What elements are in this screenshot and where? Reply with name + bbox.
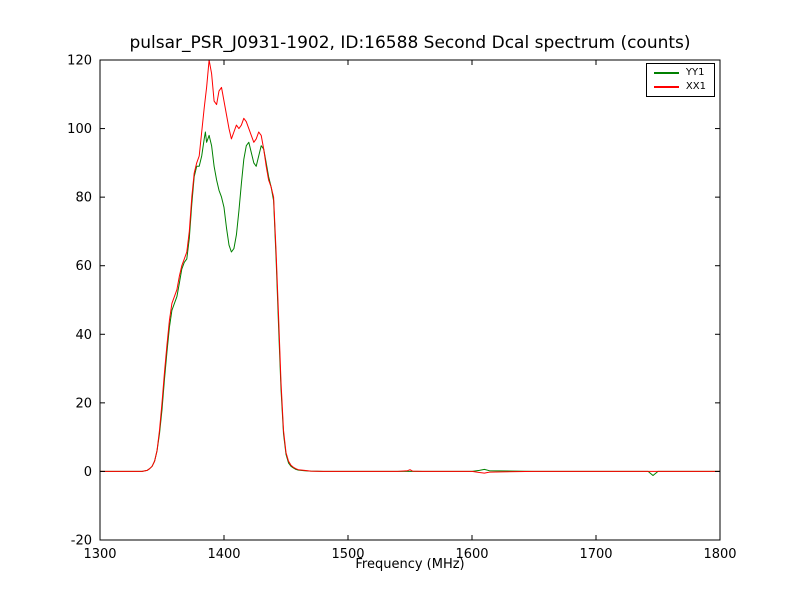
chart-title: pulsar_PSR_J0931-1902, ID:16588 Second D… xyxy=(129,33,691,53)
y-tick-label: 80 xyxy=(75,191,92,206)
legend: YY1 XX1 xyxy=(645,63,715,97)
legend-label-yy1: YY1 xyxy=(685,67,705,78)
y-tick-label: 0 xyxy=(84,465,92,480)
series-line-xx1 xyxy=(100,59,720,474)
axes-frame xyxy=(99,59,721,541)
yy1-line-swatch xyxy=(653,72,679,74)
y-tick-label: 40 xyxy=(75,328,92,343)
y-tick-label: 100 xyxy=(67,122,92,137)
y-tick-label: -20 xyxy=(71,534,92,549)
x-tick-label: 1400 xyxy=(207,547,240,562)
legend-item-yy1: YY1 xyxy=(653,67,706,78)
x-tick-label: 1800 xyxy=(703,547,736,562)
x-tick-label: 1600 xyxy=(455,547,488,562)
y-tick-label: 60 xyxy=(75,259,92,274)
x-tick-label: 1300 xyxy=(83,547,116,562)
x-axis-label: Frequency (MHz) xyxy=(355,557,465,572)
y-tick-label: 20 xyxy=(75,396,92,411)
x-tick-label: 1700 xyxy=(579,547,612,562)
y-tick-label: 120 xyxy=(67,54,92,69)
legend-label-xx1: XX1 xyxy=(685,81,706,92)
x-tick-label: 1500 xyxy=(331,547,364,562)
xx1-line-swatch xyxy=(653,86,679,88)
legend-item-xx1: XX1 xyxy=(653,81,706,92)
